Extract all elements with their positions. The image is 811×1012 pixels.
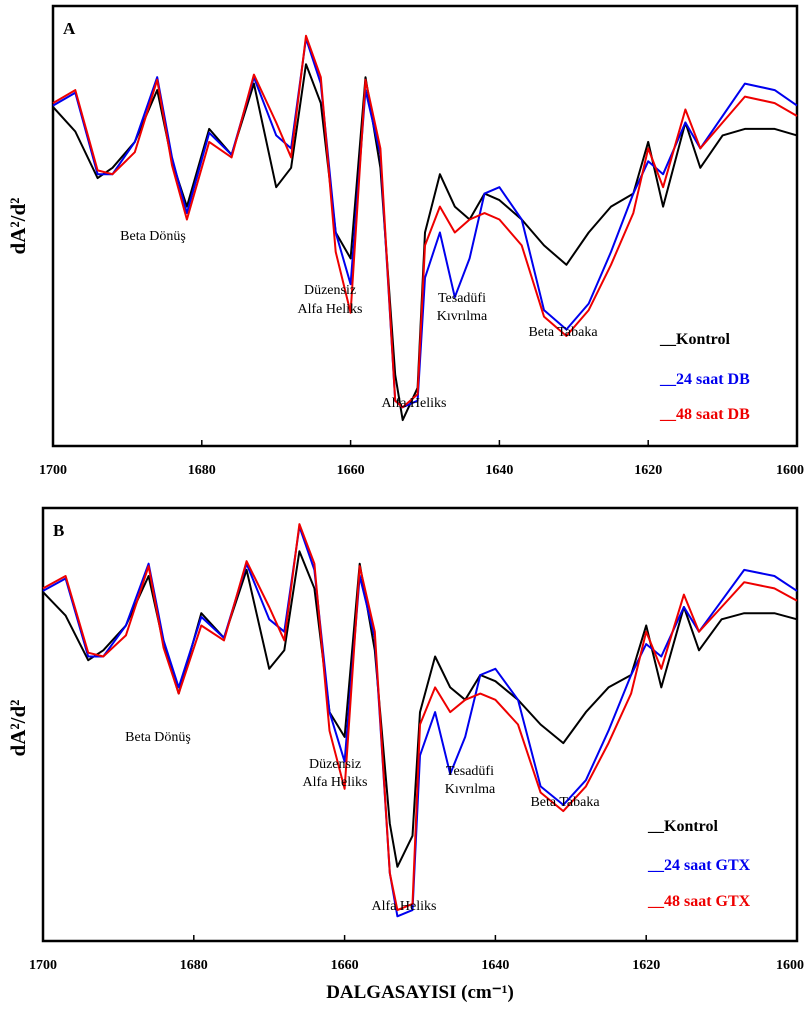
annotation-label: Alfa Heliks [303,775,368,790]
legend-entry: __48 saat GTX [647,893,751,910]
annotation-label: Beta Tabaka [530,795,600,810]
annotation-label: Kıvrılma [437,309,488,324]
x-tick-label: 1600 [776,958,804,973]
series-line-24-saat-db [52,37,798,409]
x-tick-label: 1620 [632,958,660,973]
annotation-label: Beta Dönüş [120,229,186,244]
x-tick-label: 1680 [180,958,208,973]
x-tick-label: 1700 [29,958,57,973]
panel-letter: B [53,521,64,540]
annotation-label: Alfa Heliks [298,302,363,317]
x-tick-label: 1660 [331,958,359,973]
x-tick-label: 1620 [634,463,662,478]
y-axis-label: dA²/d² [6,700,30,757]
annotation-label: Beta Dönüş [125,730,191,745]
panel-letter: A [63,19,76,38]
annotation-label: Tesadüfi [438,291,486,306]
legend-entry: __24 saat GTX [647,857,751,874]
annotation-label: Alfa Heliks [372,899,437,914]
x-tick-label: 1660 [337,463,365,478]
annotation-label: Beta Tabaka [528,325,598,340]
series-line-24-saat-gtx [42,525,798,918]
x-tick-label: 1680 [188,463,216,478]
x-tick-label: 1640 [481,958,509,973]
y-axis-label: dA²/d² [6,198,30,255]
legend-entry: __Kontrol [647,818,718,835]
x-tick-label: 1600 [776,463,804,478]
series-line-48-saat-gtx [42,523,798,912]
annotation-label: Düzensiz [309,757,361,772]
series-line-48-saat-db [52,34,798,409]
plot-frame [41,506,799,943]
annotation-label: Düzensiz [304,283,356,298]
annotation-label: Alfa Heliks [382,396,447,411]
annotation-label: Tesadüfi [446,764,494,779]
x-tick-label: 1700 [39,463,67,478]
x-axis-label: DALGASAYISI (cm⁻¹) [326,982,514,1003]
legend-entry: __Kontrol [659,331,730,348]
legend-entry: __24 saat DB [659,371,750,388]
legend-entry: __48 saat DB [659,406,750,423]
plot-frame [51,4,799,448]
annotation-label: Kıvrılma [445,782,496,797]
x-tick-label: 1640 [485,463,513,478]
